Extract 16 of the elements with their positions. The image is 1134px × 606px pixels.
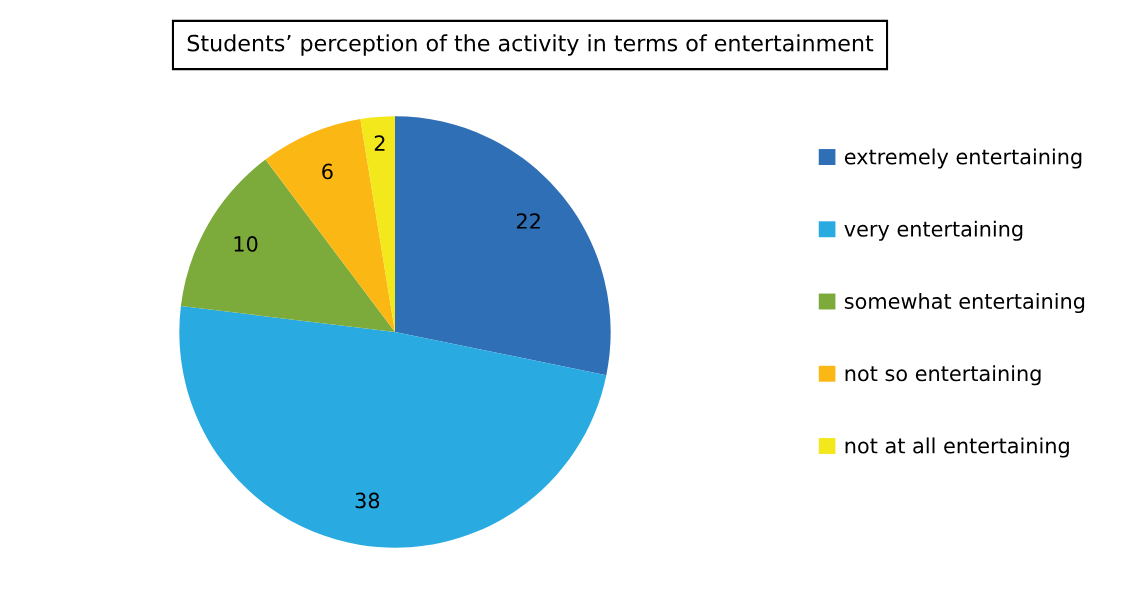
data-label: 6	[322, 163, 333, 180]
chart-title: Students’ perception of the activity in terms of entertainment	[187, 34, 874, 56]
legend-label: extremely entertaining	[844, 148, 1082, 169]
legend-label: not at all entertaining	[845, 437, 1069, 458]
legend-label: very entertaining	[844, 220, 1023, 241]
pie-slice	[395, 116, 611, 376]
legend-label: not so entertaining	[845, 365, 1041, 386]
pie-slice	[360, 116, 395, 332]
legend-label: somewhat entertaining	[844, 292, 1085, 314]
pie-slice	[180, 159, 395, 332]
data-label: 2	[374, 135, 385, 151]
pie-slice	[265, 119, 395, 332]
pie-slice	[179, 306, 607, 548]
data-label: 22	[516, 213, 540, 229]
data-label: 38	[355, 492, 380, 509]
data-label: 10	[234, 236, 258, 252]
